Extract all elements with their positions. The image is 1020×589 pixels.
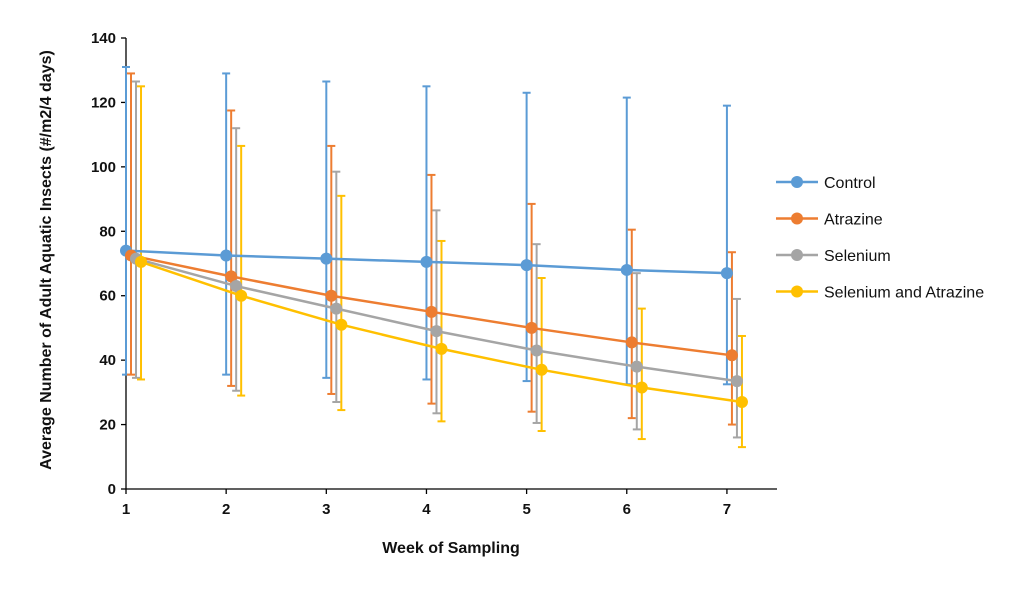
data-point (730, 375, 743, 388)
y-tick-label: 20 (99, 417, 116, 434)
legend-swatch-marker (791, 176, 803, 188)
data-point (330, 302, 343, 315)
data-point (435, 342, 448, 355)
data-point (335, 318, 348, 331)
x-axis-title: Week of Sampling (382, 540, 520, 557)
data-point (530, 344, 543, 357)
y-tick-label: 40 (99, 352, 116, 369)
y-tick-label: 60 (99, 288, 116, 305)
data-point (720, 267, 733, 280)
axes: 0 20 40 60 80 100 120 140 1 2 3 4 5 6 7 (91, 30, 777, 518)
data-point (735, 396, 748, 409)
data-point (420, 255, 433, 268)
y-tick-label: 0 (108, 481, 116, 498)
x-tick-label: 3 (322, 501, 330, 518)
y-tick-label: 120 (91, 94, 116, 111)
data-point (630, 360, 643, 373)
data-point (425, 305, 438, 318)
y-tick-label: 100 (91, 159, 116, 176)
series-points (120, 244, 748, 409)
data-point (625, 336, 638, 349)
data-point (620, 263, 633, 276)
legend-label: Control (824, 175, 876, 192)
legend-label: Selenium (824, 248, 891, 265)
x-tick-label: 1 (122, 501, 130, 518)
data-point (320, 252, 333, 265)
data-point (725, 349, 738, 362)
data-point (220, 249, 233, 262)
x-tick-label: 2 (222, 501, 230, 518)
y-tick-label: 80 (99, 223, 116, 240)
data-point (430, 325, 443, 338)
legend-swatch-marker (791, 249, 803, 261)
data-point (635, 381, 648, 394)
legend-label: Atrazine (824, 212, 883, 229)
data-point (230, 280, 243, 293)
y-axis-title: Average Number of Adult Aquatic Insects … (38, 50, 55, 470)
data-point (520, 259, 533, 272)
x-tick-label: 6 (623, 501, 631, 518)
x-tick-label: 5 (522, 501, 530, 518)
data-point (535, 363, 548, 376)
legend-label: Selenium and Atrazine (824, 285, 984, 302)
legend-swatch-marker (791, 212, 803, 225)
x-tick-label: 7 (723, 501, 731, 518)
data-point (325, 289, 338, 302)
legend: Control Atrazine Selenium Selenium and Atra… (776, 175, 984, 302)
x-tick-label: 4 (422, 501, 431, 518)
data-point (225, 270, 238, 283)
y-tick-label: 140 (91, 30, 116, 47)
data-point (235, 289, 248, 302)
data-point (525, 321, 538, 334)
legend-swatch-marker (791, 285, 803, 298)
data-point (135, 255, 148, 268)
